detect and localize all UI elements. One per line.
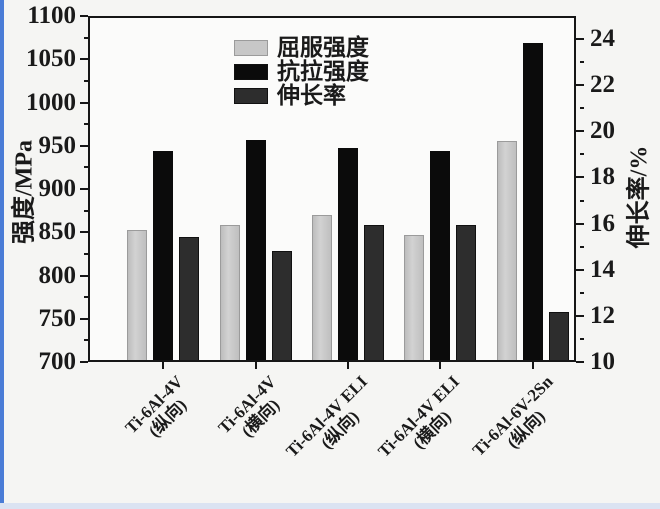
left-axis-tick-label: 950 [38, 131, 77, 159]
left-axis-major-tick [80, 101, 88, 104]
bar-elongation [179, 236, 199, 360]
left-axis-tick-label: 700 [38, 348, 77, 375]
right-axis-tick-label: 10 [590, 348, 615, 375]
left-axis-tick-label: 1100 [27, 2, 76, 29]
right-axis-tick-label: 12 [590, 301, 615, 329]
right-axis-major-tick [576, 314, 584, 317]
legend-label: 抗拉强度 [277, 59, 369, 84]
chart-legend: 屈服强度 抗拉强度 伸长率 [234, 36, 369, 108]
left-axis-major-tick [80, 274, 88, 277]
right-axis-minor-tick [580, 245, 584, 248]
left-axis-minor-tick [84, 296, 88, 299]
left-axis-minor-tick [84, 79, 88, 82]
bar-tensile-strength [338, 147, 358, 360]
right-axis-tick-label: 14 [590, 255, 615, 283]
legend-label: 伸长率 [277, 83, 346, 108]
x-axis-category-label: Ti-6Al-4V ELI (横向) [374, 372, 464, 461]
right-axis-major-tick [576, 268, 584, 271]
right-axis-minor-tick [580, 199, 584, 202]
plot-area: 屈服强度 抗拉强度 伸长率 [88, 16, 576, 362]
right-axis-minor-tick [580, 153, 584, 156]
bar-elongation [549, 312, 569, 360]
right-axis-tick-label: 20 [590, 117, 615, 145]
page-bottom-edge-strip [0, 503, 660, 509]
legend-swatch-icon [234, 64, 268, 80]
left-axis-minor-tick [84, 252, 88, 255]
bar-yield-strength [220, 224, 240, 360]
left-axis-major-tick [80, 144, 88, 147]
legend-row: 抗拉强度 [234, 60, 369, 84]
right-axis-tick-label: 24 [590, 25, 615, 53]
right-axis-minor-tick [580, 337, 584, 340]
right-axis-major-tick [576, 38, 584, 41]
right-axis-major-tick [576, 84, 584, 87]
right-axis-major-tick [576, 176, 584, 179]
right-axis-minor-tick [580, 107, 584, 110]
legend-swatch-icon [234, 40, 268, 56]
bar-tensile-strength [430, 151, 450, 360]
x-axis-category-label: Ti-6Al-4V (纵向) [121, 372, 190, 441]
left-axis-major-tick [80, 231, 88, 234]
left-axis-major-tick [80, 361, 88, 363]
right-axis-major-tick [576, 222, 584, 225]
bar-tensile-strength [523, 42, 543, 360]
bar-tensile-strength [153, 151, 173, 360]
right-axis-tick-label: 16 [590, 209, 615, 237]
bar-yield-strength [497, 141, 517, 360]
x-axis-tick [162, 362, 164, 369]
left-axis-minor-tick [84, 166, 88, 169]
left-axis-minor-tick [84, 36, 88, 39]
page-left-edge-strip [0, 0, 4, 509]
legend-row: 屈服强度 [234, 36, 369, 60]
bar-yield-strength [312, 214, 332, 360]
left-axis-minor-tick [84, 123, 88, 126]
right-axis-tick-label: 22 [590, 71, 615, 99]
left-axis-tick-label: 750 [38, 304, 77, 332]
left-axis-tick-label: 850 [38, 218, 77, 246]
x-axis-tick [347, 362, 349, 369]
left-axis-major-tick [80, 188, 88, 190]
left-axis-tick-label: 800 [38, 261, 77, 289]
bar-tensile-strength [246, 140, 266, 360]
bar-elongation [272, 250, 292, 360]
x-axis-category-label: Ti-6Al-6V-2Sn (纵向) [468, 372, 557, 460]
right-axis-minor-tick [580, 61, 584, 64]
x-axis-tick [255, 362, 257, 369]
x-axis-category-label: Ti-6Al-4V (横向) [214, 372, 283, 441]
left-axis-major-tick [80, 317, 88, 320]
x-axis-tick [439, 362, 441, 369]
left-axis-tick-label: 1000 [26, 88, 76, 116]
right-axis-minor-tick [580, 291, 584, 294]
left-axis-major-tick [80, 15, 88, 17]
x-axis-tick [532, 362, 534, 369]
right-axis-major-tick [576, 130, 584, 133]
left-axis-tick-label: 900 [38, 175, 77, 202]
bar-yield-strength [404, 235, 424, 360]
legend-row: 伸长率 [234, 84, 369, 108]
right-axis-tick-label: 18 [590, 163, 615, 191]
right-axis-major-tick [576, 361, 584, 363]
left-axis-minor-tick [84, 339, 88, 342]
legend-swatch-icon [234, 88, 268, 104]
left-axis-tick-label: 1050 [26, 45, 76, 73]
bar-yield-strength [127, 230, 147, 360]
left-axis-minor-tick [84, 209, 88, 212]
bar-elongation [456, 225, 476, 360]
legend-label: 屈服强度 [277, 35, 369, 60]
x-axis-category-label: Ti-6Al-4V ELI (纵向) [282, 372, 372, 461]
left-axis-major-tick [80, 58, 88, 61]
bar-elongation [364, 225, 384, 360]
